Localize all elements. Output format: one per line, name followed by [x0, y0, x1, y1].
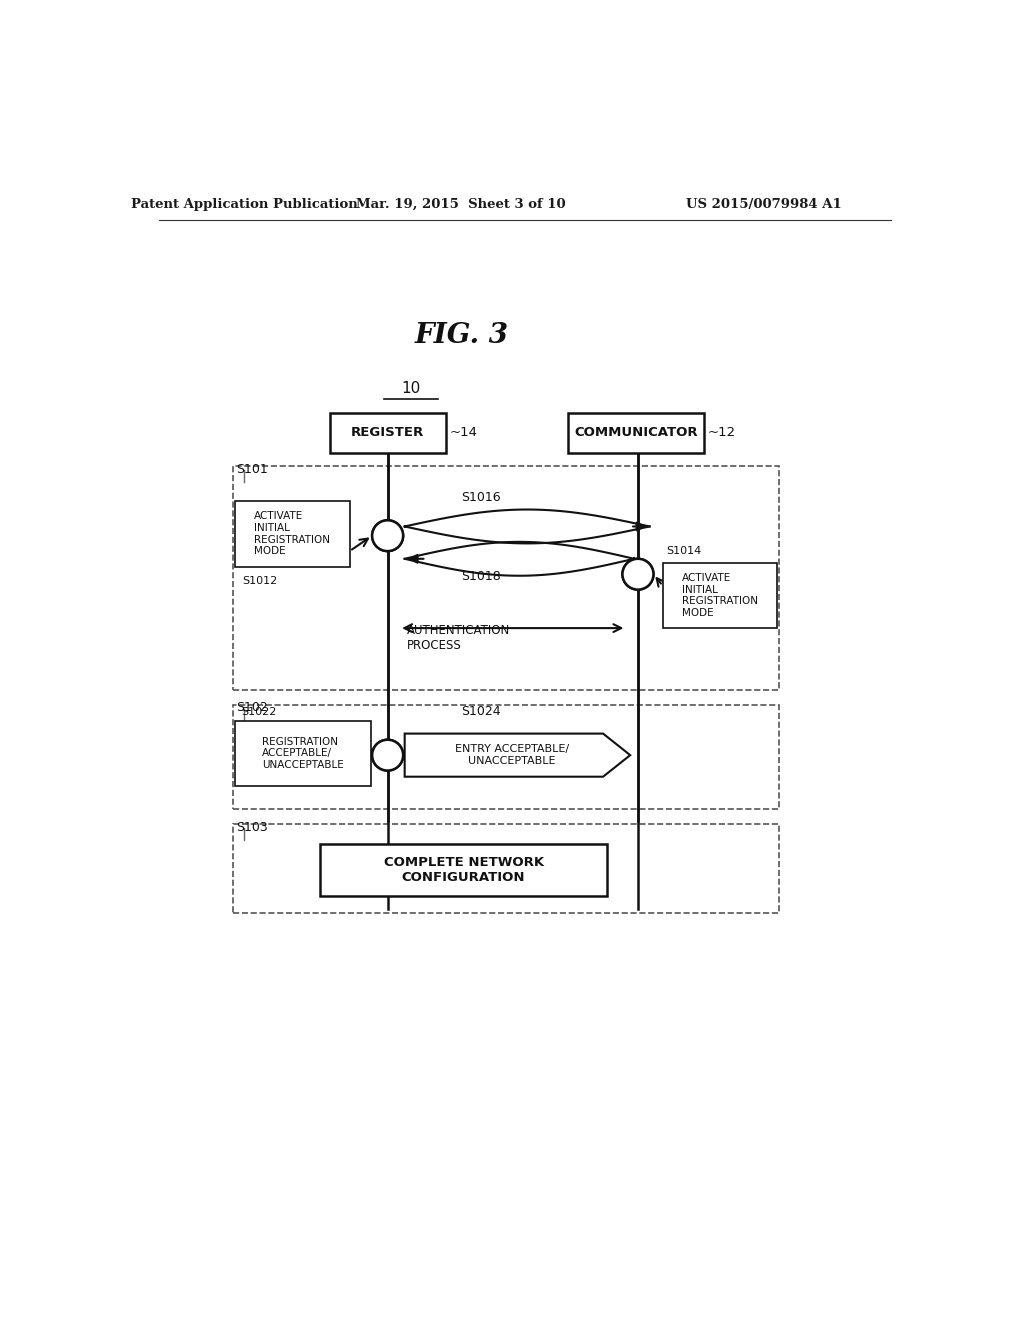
Circle shape — [623, 558, 653, 590]
Bar — [234, 721, 371, 785]
Text: S1018: S1018 — [461, 570, 501, 583]
Circle shape — [372, 520, 403, 552]
Bar — [330, 413, 445, 453]
Bar — [232, 466, 779, 689]
Circle shape — [623, 558, 653, 590]
Text: COMPLETE NETWORK
CONFIGURATION: COMPLETE NETWORK CONFIGURATION — [384, 855, 544, 884]
Text: S1014: S1014 — [667, 546, 701, 557]
Text: S103: S103 — [237, 821, 268, 834]
Text: REGISTRATION
ACCEPTABLE/
UNACCEPTABLE: REGISTRATION ACCEPTABLE/ UNACCEPTABLE — [262, 737, 344, 770]
Bar — [232, 825, 779, 913]
Text: S102: S102 — [237, 701, 268, 714]
Text: ACTIVATE
INITIAL
REGISTRATION
MODE: ACTIVATE INITIAL REGISTRATION MODE — [254, 511, 331, 556]
Polygon shape — [404, 734, 630, 776]
Text: S1022: S1022 — [241, 706, 276, 717]
Text: FIG. 3: FIG. 3 — [415, 322, 508, 348]
Text: ~14: ~14 — [450, 426, 477, 440]
Text: US 2015/0079984 A1: US 2015/0079984 A1 — [686, 198, 842, 211]
Text: AUTHENTICATION
PROCESS: AUTHENTICATION PROCESS — [407, 624, 510, 652]
Text: Mar. 19, 2015  Sheet 3 of 10: Mar. 19, 2015 Sheet 3 of 10 — [356, 198, 566, 211]
Text: S1024: S1024 — [461, 705, 501, 718]
Bar — [321, 843, 607, 896]
Text: S1012: S1012 — [243, 576, 278, 586]
Text: S1016: S1016 — [461, 491, 501, 504]
Text: ~12: ~12 — [708, 426, 736, 440]
Text: S101: S101 — [237, 462, 268, 475]
Circle shape — [372, 739, 403, 771]
Bar — [234, 502, 349, 566]
Text: REGISTER: REGISTER — [351, 426, 424, 440]
Text: Patent Application Publication: Patent Application Publication — [131, 198, 357, 211]
Bar — [232, 705, 779, 809]
Bar — [663, 562, 777, 628]
Circle shape — [372, 520, 403, 552]
Bar — [568, 413, 703, 453]
Text: ENTRY ACCEPTABLE/
UNACCEPTABLE: ENTRY ACCEPTABLE/ UNACCEPTABLE — [455, 744, 568, 766]
Text: COMMUNICATOR: COMMUNICATOR — [574, 426, 697, 440]
Text: 10: 10 — [401, 380, 421, 396]
Text: ACTIVATE
INITIAL
REGISTRATION
MODE: ACTIVATE INITIAL REGISTRATION MODE — [682, 573, 758, 618]
Circle shape — [372, 739, 403, 771]
